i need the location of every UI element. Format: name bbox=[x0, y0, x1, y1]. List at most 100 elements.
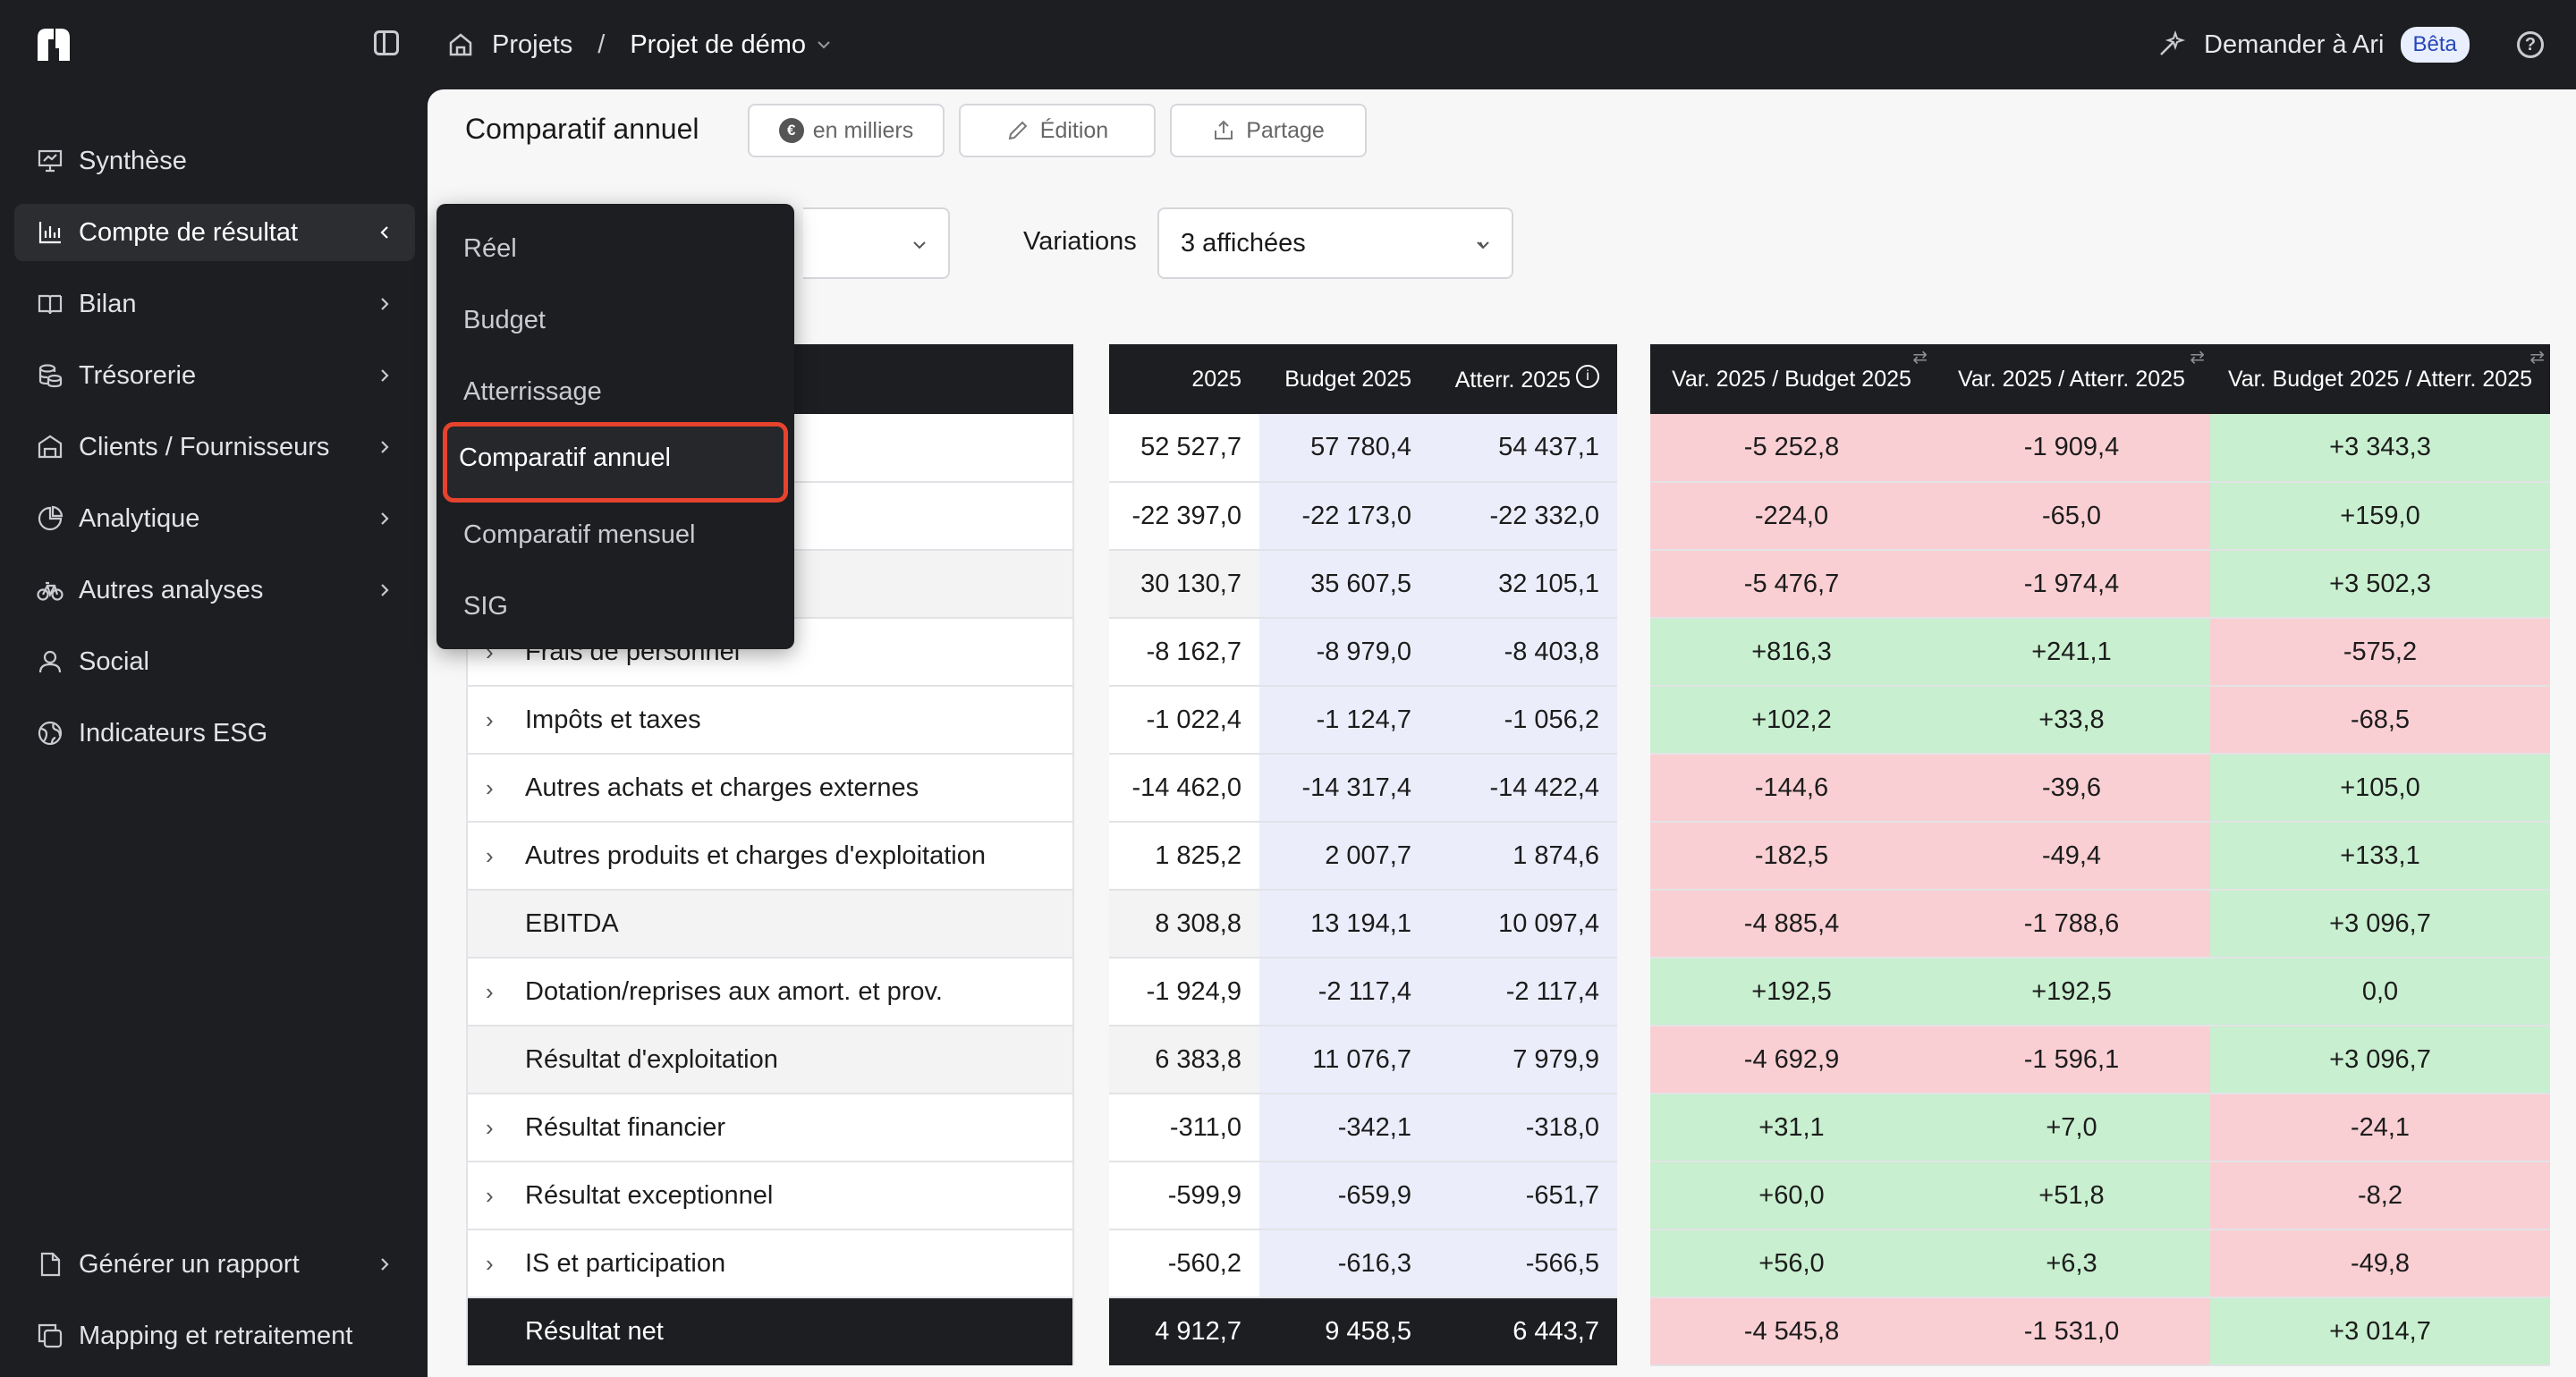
table-row[interactable]: › Dotation/reprises aux amort. et prov. bbox=[466, 958, 1074, 1026]
table-row[interactable]: › Résultat financier bbox=[466, 1094, 1074, 1162]
value-cell: -8 162,7 bbox=[1109, 618, 1259, 687]
menu-item-comparatif-mensuel[interactable]: Comparatif mensuel bbox=[463, 520, 696, 549]
sidebar-item-label: Mapping et retraitement bbox=[79, 1321, 353, 1350]
share-button[interactable]: Partage bbox=[1170, 104, 1367, 157]
view-dropdown-menu: Réel Budget Atterrissage Comparatif annu… bbox=[436, 204, 794, 649]
menu-item-atterrissage[interactable]: Atterrissage bbox=[463, 377, 602, 406]
table-row: 52 527,7 57 780,4 54 437,1 bbox=[1109, 414, 1617, 483]
table-row: -4 692,9 -1 596,1 +3 096,7 bbox=[1650, 1026, 2550, 1094]
sidebar-toggle-icon[interactable] bbox=[374, 30, 399, 55]
crumb-current-project[interactable]: Projet de démo bbox=[630, 30, 806, 59]
chevron-right-icon[interactable]: › bbox=[486, 705, 494, 733]
menu-item-comparatif-annuel[interactable]: Comparatif annuel bbox=[443, 422, 788, 503]
value-cell: -22 173,0 bbox=[1259, 482, 1429, 551]
crumb-projects[interactable]: Projets bbox=[492, 30, 573, 59]
globe-icon bbox=[38, 721, 63, 746]
value-cell: -651,7 bbox=[1429, 1162, 1617, 1230]
breadcrumb: Projets / Projet de démo bbox=[447, 0, 833, 89]
sidebar-item-social[interactable]: Social bbox=[14, 633, 415, 690]
menu-item-budget[interactable]: Budget bbox=[463, 306, 546, 334]
pencil-icon bbox=[1008, 121, 1028, 140]
table-row[interactable]: › Résultat exceptionnel bbox=[466, 1162, 1074, 1230]
info-icon[interactable]: i bbox=[1576, 365, 1599, 388]
column-header-var-budget-atterr[interactable]: Var. Budget 2025 / Atterr. 2025 ⇄ bbox=[2210, 344, 2550, 414]
value-cell: 10 097,4 bbox=[1429, 890, 1617, 959]
row-label: EBITDA bbox=[525, 908, 619, 938]
column-header-var-2025-atterr[interactable]: Var. 2025 / Atterr. 2025 ⇄ bbox=[1933, 344, 2210, 414]
book-icon bbox=[38, 294, 63, 315]
column-header-label: Var. 2025 / Budget 2025 bbox=[1672, 366, 1911, 392]
values-table: 2025 Budget 2025 Atterr. 2025 i 52 527,7 5… bbox=[1109, 344, 1617, 1365]
sidebar-item-mapping[interactable]: Mapping et retraitement bbox=[14, 1307, 415, 1364]
value-cell: -1 022,4 bbox=[1109, 686, 1259, 755]
column-header-atterr-2025[interactable]: Atterr. 2025 i bbox=[1429, 344, 1617, 414]
sidebar-item-clients-fournisseurs[interactable]: Clients / Fournisseurs bbox=[14, 418, 415, 476]
menu-item-reel[interactable]: Réel bbox=[463, 234, 517, 263]
menu-item-sig[interactable]: SIG bbox=[463, 592, 508, 621]
currency-unit-button[interactable]: € en milliers bbox=[748, 104, 945, 157]
variation-cell: -39,6 bbox=[1933, 754, 2210, 823]
chevron-right-icon[interactable]: › bbox=[486, 841, 494, 869]
variation-cell: +3 014,7 bbox=[2210, 1297, 2550, 1366]
page-title: Comparatif annuel bbox=[465, 113, 699, 145]
variation-cell: +3 343,3 bbox=[2210, 414, 2550, 483]
variation-cell: +241,1 bbox=[1933, 618, 2210, 687]
help-icon[interactable]: ? bbox=[2517, 31, 2544, 58]
sidebar-item-compte-de-resultat[interactable]: Compte de résultat bbox=[14, 204, 415, 261]
sidebar-item-synthese[interactable]: Synthèse bbox=[14, 132, 415, 190]
ask-ari-button[interactable]: Demander à Ari Bêta bbox=[2156, 0, 2470, 89]
swap-icon[interactable]: ⇄ bbox=[2529, 348, 2545, 367]
table-row: -22 397,0 -22 173,0 -22 332,0 bbox=[1109, 482, 1617, 551]
table-row: -1 924,9 -2 117,4 -2 117,4 bbox=[1109, 958, 1617, 1026]
app-logo-icon[interactable] bbox=[34, 25, 73, 64]
column-header-budget-2025[interactable]: Budget 2025 bbox=[1259, 344, 1429, 414]
sidebar-item-tresorerie[interactable]: Trésorerie bbox=[14, 347, 415, 404]
value-cell: 54 437,1 bbox=[1429, 414, 1617, 483]
sidebar-item-bilan[interactable]: Bilan bbox=[14, 275, 415, 333]
swap-icon[interactable]: ⇄ bbox=[1912, 348, 1928, 367]
chevron-right-icon[interactable]: › bbox=[486, 1249, 494, 1277]
table-row: -5 252,8 -1 909,4 +3 343,3 bbox=[1650, 414, 2550, 483]
row-label: IS et participation bbox=[525, 1248, 726, 1278]
table-row[interactable]: › IS et participation bbox=[466, 1229, 1074, 1298]
value-cell: 35 607,5 bbox=[1259, 550, 1429, 619]
chevron-right-icon[interactable]: › bbox=[486, 773, 494, 801]
edit-button[interactable]: Édition bbox=[959, 104, 1156, 157]
table-row: +102,2 +33,8 -68,5 bbox=[1650, 686, 2550, 755]
table-row[interactable]: › Impôts et taxes bbox=[466, 686, 1074, 755]
value-cell: -560,2 bbox=[1109, 1229, 1259, 1298]
chevron-right-icon bbox=[381, 298, 389, 310]
home-icon[interactable] bbox=[447, 31, 474, 58]
swap-icon[interactable]: ⇄ bbox=[2190, 348, 2205, 367]
row-label-cell: › Autres produits et charges d'exploitati… bbox=[466, 822, 1074, 891]
table-row[interactable]: › Autres produits et charges d'exploitati… bbox=[466, 822, 1074, 891]
variations-label: Variations bbox=[1023, 227, 1137, 256]
sidebar-item-autres-analyses[interactable]: Autres analyses bbox=[14, 562, 415, 619]
bike-icon bbox=[37, 581, 64, 601]
chevron-right-icon[interactable]: › bbox=[486, 977, 494, 1005]
chevron-right-icon[interactable]: › bbox=[486, 638, 494, 665]
user-icon bbox=[38, 650, 62, 673]
column-header-2025[interactable]: 2025 bbox=[1109, 344, 1259, 414]
sidebar-item-indicateurs-esg[interactable]: Indicateurs ESG bbox=[14, 705, 415, 762]
sidebar-item-generer-rapport[interactable]: Générer un rapport bbox=[14, 1236, 415, 1293]
row-label: Autres produits et charges d'exploitatio… bbox=[525, 841, 986, 870]
variation-cell: -4 545,8 bbox=[1650, 1297, 1933, 1366]
column-header-var-2025-budget[interactable]: Var. 2025 / Budget 2025 ⇄ bbox=[1650, 344, 1933, 414]
row-label-cell: › Dotation/reprises aux amort. et prov. bbox=[466, 958, 1074, 1026]
table-row: 6 383,8 11 076,7 7 979,9 bbox=[1109, 1026, 1617, 1094]
sidebar-item-label: Analytique bbox=[79, 503, 200, 533]
chevron-right-icon[interactable]: › bbox=[486, 1181, 494, 1209]
table-row[interactable]: › Autres achats et charges externes bbox=[466, 754, 1074, 823]
value-cell: 30 130,7 bbox=[1109, 550, 1259, 619]
chevron-down-icon[interactable] bbox=[815, 36, 833, 54]
variations-select[interactable]: 3 affichées bbox=[1157, 207, 1513, 279]
view-select[interactable] bbox=[803, 207, 950, 279]
variation-cell: +51,8 bbox=[1933, 1162, 2210, 1230]
row-label-cell: › Résultat financier bbox=[466, 1094, 1074, 1162]
value-cell: 11 076,7 bbox=[1259, 1026, 1429, 1094]
chevron-right-icon[interactable]: › bbox=[486, 1113, 494, 1141]
sidebar-item-analytique[interactable]: Analytique bbox=[14, 490, 415, 547]
sidebar-item-label: Trésorerie bbox=[79, 360, 197, 390]
value-cell: -14 422,4 bbox=[1429, 754, 1617, 823]
